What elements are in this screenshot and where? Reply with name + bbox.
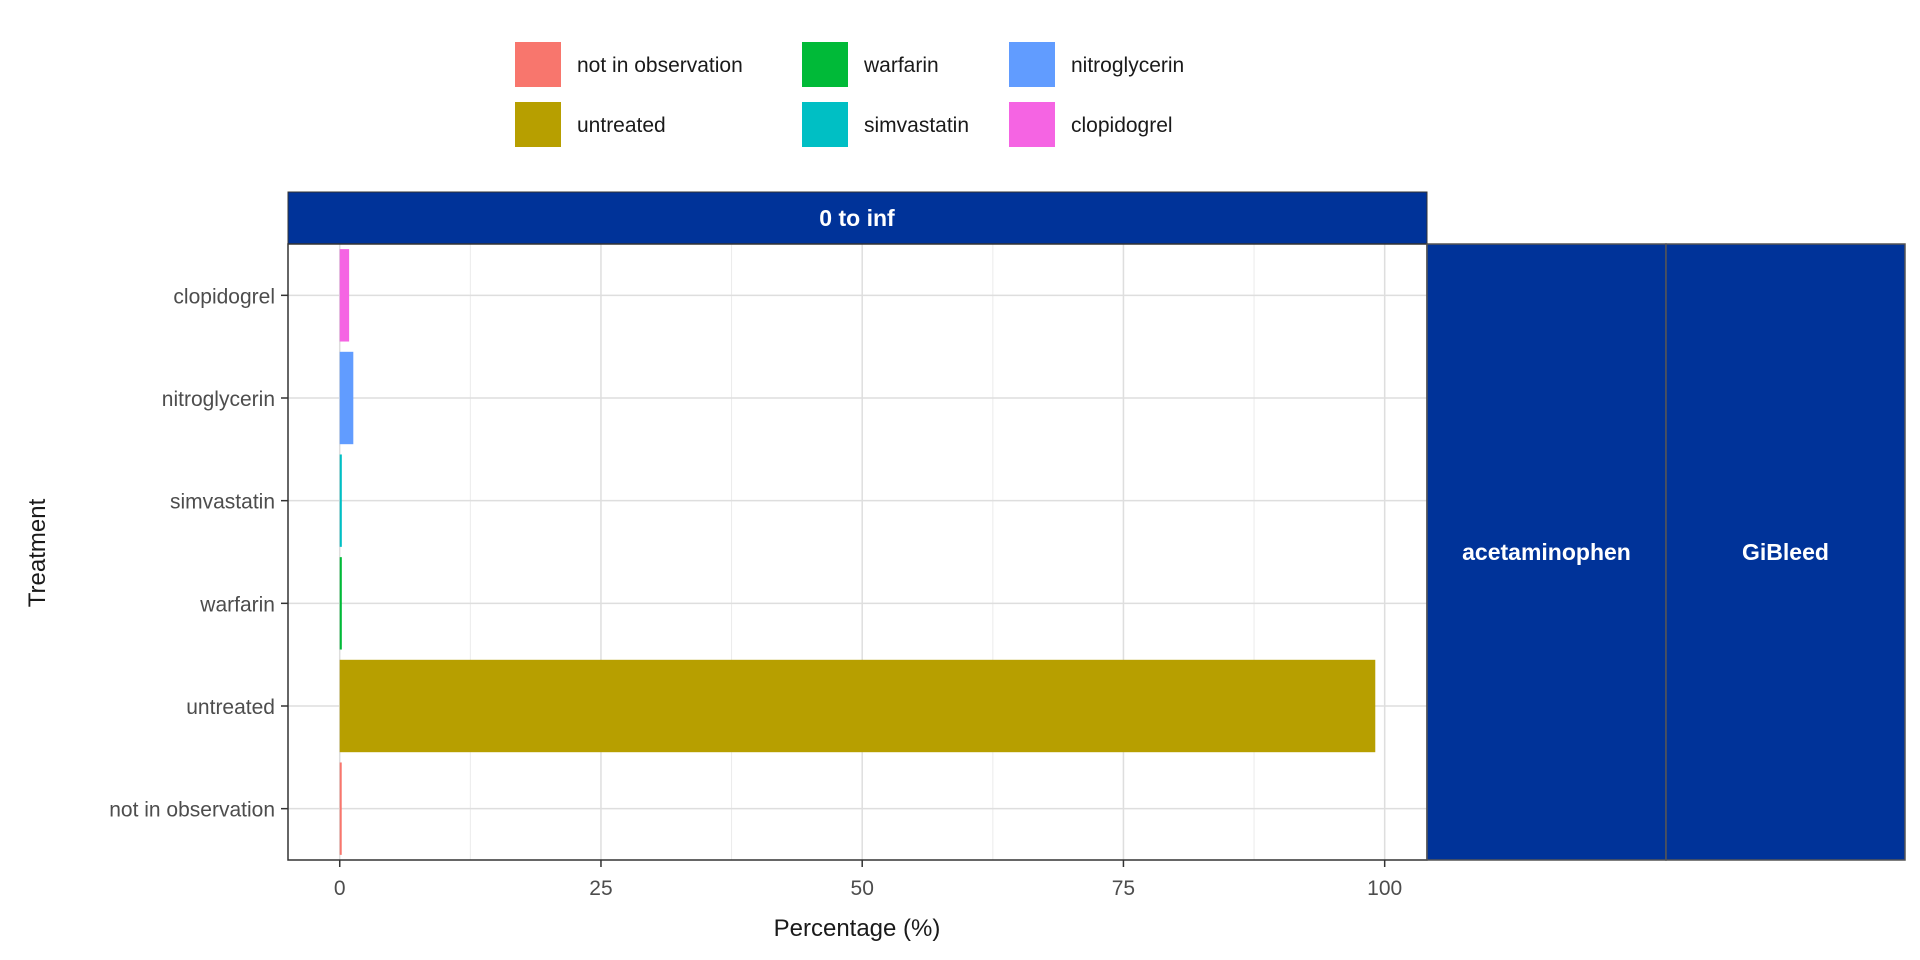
x-tick-label: 25 bbox=[589, 877, 612, 900]
facet-strip-right bbox=[1426, 243, 1667, 861]
facet-strip-right-label: GiBleed bbox=[1742, 539, 1829, 565]
legend-item: clopidogrel bbox=[1009, 102, 1173, 147]
gridlines bbox=[288, 244, 1427, 860]
legend-label: clopidogrel bbox=[1071, 114, 1173, 137]
y-tick-label: clopidogrel bbox=[173, 285, 275, 308]
legend-label: simvastatin bbox=[864, 114, 969, 137]
facet-strip-right-label: acetaminophen bbox=[1462, 539, 1631, 565]
legend-swatch bbox=[515, 42, 561, 87]
legend-item: simvastatin bbox=[802, 102, 969, 147]
bar-untreated bbox=[339, 659, 1376, 753]
x-axis-title: Percentage (%) bbox=[774, 915, 941, 942]
bar-warfarin bbox=[339, 557, 342, 650]
legend-item: not in observation bbox=[515, 42, 743, 87]
x-tick-label: 50 bbox=[851, 877, 874, 900]
facet-strip-top-label: 0 to inf bbox=[819, 205, 895, 231]
y-tick-label: nitroglycerin bbox=[162, 388, 275, 411]
facet-strip-top bbox=[287, 191, 1428, 245]
bar-clopidogrel bbox=[339, 249, 350, 342]
y-tick-label: not in observation bbox=[109, 799, 275, 822]
y-tick-label: untreated bbox=[186, 696, 275, 719]
plot-panel bbox=[288, 244, 1427, 860]
x-tick-label: 100 bbox=[1367, 877, 1402, 900]
y-tick-label: warfarin bbox=[199, 593, 275, 616]
facet-strips-right: acetaminophen GiBleed bbox=[1426, 243, 1906, 861]
legend-item: nitroglycerin bbox=[1009, 42, 1184, 87]
legend-label: untreated bbox=[577, 114, 666, 137]
x-tick-label: 0 bbox=[334, 877, 346, 900]
facet-strip-right bbox=[1665, 243, 1906, 861]
y-tick-label: simvastatin bbox=[170, 491, 275, 514]
bar-nitroglycerin bbox=[339, 351, 354, 445]
y-axis: not in observation untreated warfarin simva… bbox=[109, 285, 288, 822]
legend-swatch bbox=[1009, 42, 1055, 87]
x-tick-label: 75 bbox=[1112, 877, 1135, 900]
legend-swatch bbox=[515, 102, 561, 147]
y-axis-title: Treatment bbox=[24, 498, 51, 607]
bars bbox=[339, 249, 1376, 855]
bar-simvastatin bbox=[339, 454, 342, 547]
legend-label: nitroglycerin bbox=[1071, 54, 1184, 77]
legend-swatch bbox=[1009, 102, 1055, 147]
legend: not in observation untreated warfarin simva… bbox=[515, 42, 1184, 147]
legend-label: not in observation bbox=[577, 54, 743, 77]
bar-not-in-observation bbox=[339, 762, 342, 855]
x-axis: 0 25 50 75 100 bbox=[334, 860, 1402, 900]
legend-label: warfarin bbox=[863, 54, 939, 77]
legend-item: untreated bbox=[515, 102, 666, 147]
legend-item: warfarin bbox=[802, 42, 939, 87]
legend-swatch bbox=[802, 102, 848, 147]
legend-swatch bbox=[802, 42, 848, 87]
